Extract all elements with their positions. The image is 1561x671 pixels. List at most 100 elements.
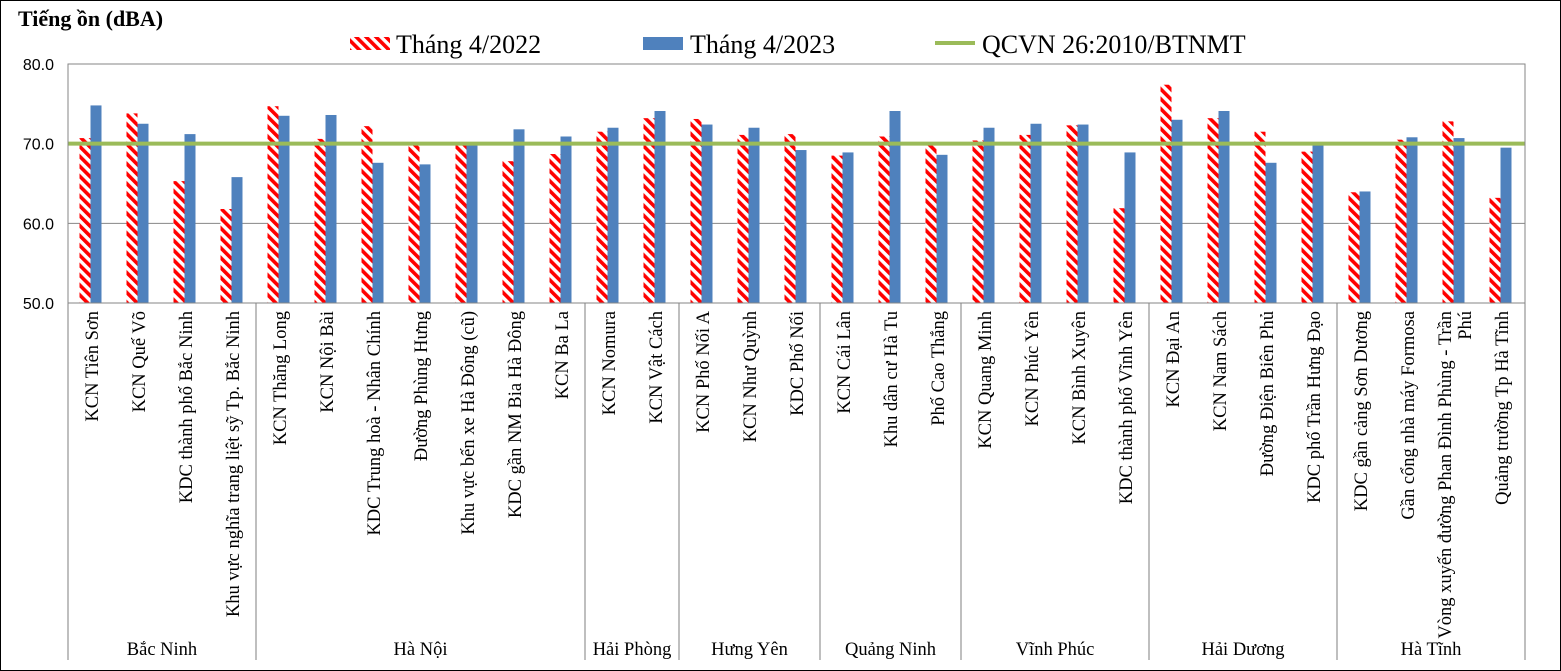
grid-layer: 50.0 60.0 70.0 80.0 bbox=[23, 57, 1526, 660]
bar-series-2 bbox=[325, 114, 337, 303]
legend-label-series-1: Tháng 4/2022 bbox=[396, 30, 541, 59]
bar-series-1 bbox=[1066, 125, 1078, 304]
bars-layer bbox=[79, 84, 1512, 304]
bar-series-2 bbox=[1500, 147, 1512, 303]
group-label: Quảng Ninh bbox=[845, 640, 936, 660]
legend: Tháng 4/2022 Tháng 4/2023 QCVN 26:2010/B… bbox=[350, 30, 1246, 59]
bar-series-2 bbox=[607, 127, 619, 303]
bar-series-2 bbox=[466, 143, 478, 303]
category-label: KCN Quế Võ bbox=[130, 311, 150, 412]
group-label: Hà Nội bbox=[394, 640, 448, 660]
bar-series-2 bbox=[1359, 191, 1371, 303]
bar-series-1 bbox=[455, 142, 467, 303]
bar-series-1 bbox=[126, 113, 138, 303]
bar-series-1 bbox=[784, 134, 796, 303]
bar-series-1 bbox=[173, 181, 185, 303]
category-label: KDC thành phố Bắc Ninh bbox=[177, 311, 197, 503]
category-label: KCN Phúc Yên bbox=[1023, 311, 1043, 426]
bar-series-2 bbox=[654, 111, 666, 304]
category-label: KCN Như Quỳnh bbox=[741, 311, 761, 442]
category-label: Khu dân cư Hà Tu bbox=[882, 311, 902, 447]
category-label: KCN Đại An bbox=[1164, 311, 1184, 408]
axis-labels-layer: KCN Tiên Sơn KCN Quế Võ KDC thành phố Bắc … bbox=[83, 310, 1513, 660]
bar-series-1 bbox=[1113, 208, 1125, 303]
bar-series-1 bbox=[643, 118, 655, 303]
bar-series-1 bbox=[1442, 121, 1454, 303]
y-tick-label: 60.0 bbox=[23, 216, 54, 233]
category-label: KCN Ba La bbox=[553, 311, 573, 399]
legend-swatch-series-2 bbox=[643, 37, 683, 50]
bar-series-1 bbox=[1254, 131, 1266, 303]
category-label-line: Phú bbox=[1456, 311, 1476, 340]
category-label: KCN Nội Bài bbox=[318, 311, 338, 413]
bar-series-2 bbox=[795, 150, 807, 303]
category-label: Khu vực nghĩa trang liệt sỹ Tp. Bắc Ninh bbox=[224, 311, 244, 617]
category-label: KDC Phố Nối bbox=[788, 311, 808, 416]
category-label: Phố Cao Thắng bbox=[929, 311, 949, 426]
group-label: Hải Dương bbox=[1201, 640, 1284, 660]
category-label: Quảng trường Tp Hà Tĩnh bbox=[1493, 311, 1513, 505]
bar-series-2 bbox=[560, 136, 572, 303]
bar-series-2 bbox=[513, 129, 525, 303]
bar-series-2 bbox=[1453, 138, 1465, 303]
bar-series-2 bbox=[936, 154, 948, 303]
group-label: Hải Phòng bbox=[593, 640, 672, 660]
category-label-line: Vòng xuyến đường Phan Đình Phùng - Trần bbox=[1436, 311, 1456, 639]
category-label: Khu vực bến xe Hà Đông (cũ) bbox=[459, 311, 479, 535]
bar-series-1 bbox=[737, 134, 749, 303]
bar-series-1 bbox=[972, 140, 984, 303]
bar-series-2 bbox=[137, 123, 149, 303]
bar-series-2 bbox=[1406, 137, 1418, 303]
bar-series-2 bbox=[1218, 111, 1230, 304]
legend-item-series-2: Tháng 4/2023 bbox=[643, 30, 835, 59]
bar-series-1 bbox=[220, 208, 232, 303]
bar-series-2 bbox=[1124, 152, 1136, 303]
category-label: KCN Tiên Sơn bbox=[83, 311, 103, 422]
bar-series-2 bbox=[231, 177, 243, 303]
legend-label-series-2: Tháng 4/2023 bbox=[690, 30, 835, 59]
legend-item-reference-line: QCVN 26:2010/BTNMT bbox=[935, 30, 1246, 59]
legend-item-series-1: Tháng 4/2022 bbox=[350, 30, 541, 59]
category-label: KDC gần NM Bia Hà Đông bbox=[506, 311, 526, 518]
bar-series-1 bbox=[1019, 134, 1031, 303]
bar-series-1 bbox=[408, 144, 420, 303]
category-label: KCN Phố Nối A bbox=[694, 310, 714, 432]
category-label: KDC phố Trần Hưng Đạo bbox=[1305, 311, 1325, 503]
y-tick-label: 80.0 bbox=[23, 57, 54, 74]
group-label: Vĩnh Phúc bbox=[1016, 640, 1095, 660]
category-label: KCN Quang Minh bbox=[976, 311, 996, 449]
category-label: KCN Nomura bbox=[600, 311, 620, 415]
category-label: Đường Phùng Hưng bbox=[412, 311, 432, 461]
y-tick-label: 50.0 bbox=[23, 296, 54, 313]
bar-series-2 bbox=[1077, 124, 1089, 304]
group-label: Hưng Yên bbox=[711, 640, 788, 660]
category-label: KCN Nam Sách bbox=[1211, 311, 1231, 431]
category-label: KCN Cái Lân bbox=[835, 311, 855, 414]
bar-series-1 bbox=[831, 155, 843, 303]
category-label: KDC gần cảng Sơn Dương bbox=[1352, 311, 1372, 511]
bar-series-1 bbox=[549, 154, 561, 303]
bar-series-1 bbox=[1489, 197, 1501, 303]
bar-series-1 bbox=[596, 131, 608, 303]
bar-series-1 bbox=[361, 126, 373, 303]
bar-series-1 bbox=[267, 106, 279, 304]
category-label: KDC Trung hoà - Nhân Chính bbox=[365, 311, 385, 536]
bar-series-2 bbox=[1030, 123, 1042, 303]
bar-series-1 bbox=[1207, 118, 1219, 303]
category-label: Vòng xuyến đường Phan Đình Phùng - TrầnP… bbox=[1436, 311, 1476, 639]
bar-series-2 bbox=[842, 152, 854, 303]
legend-swatch-series-1 bbox=[350, 37, 390, 50]
legend-label-reference-line: QCVN 26:2010/BTNMT bbox=[982, 30, 1246, 59]
bar-series-1 bbox=[1395, 139, 1407, 303]
bar-series-2 bbox=[184, 134, 196, 303]
bar-series-2 bbox=[748, 127, 760, 303]
bar-series-2 bbox=[1312, 145, 1324, 303]
bar-series-1 bbox=[690, 118, 702, 303]
bar-series-1 bbox=[1160, 84, 1172, 303]
bar-series-2 bbox=[372, 162, 384, 303]
bar-series-2 bbox=[1171, 119, 1183, 304]
bar-series-2 bbox=[701, 124, 713, 304]
plot-area-border bbox=[67, 63, 1526, 304]
